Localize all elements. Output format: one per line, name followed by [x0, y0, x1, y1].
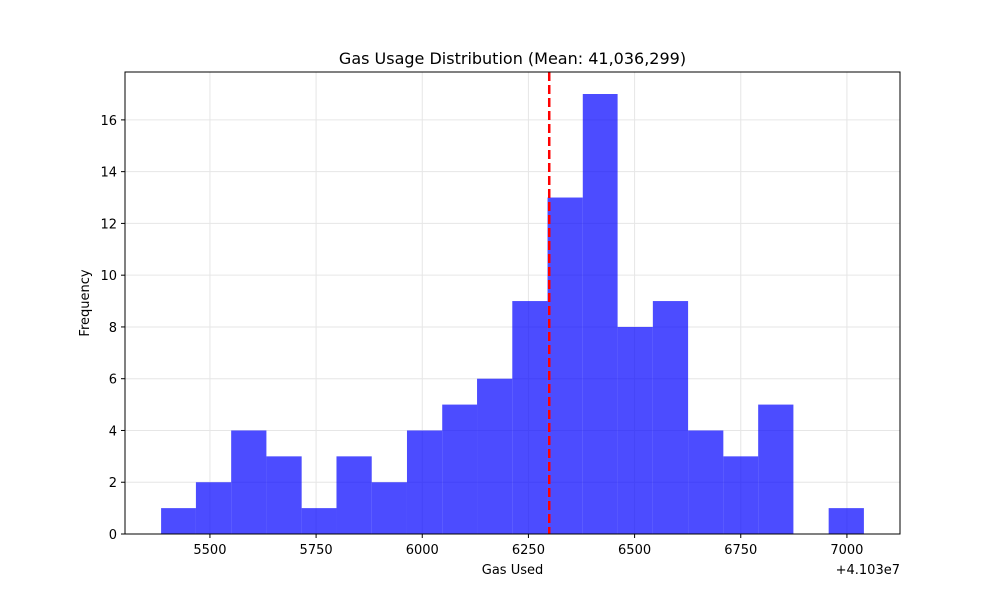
histogram-bar	[828, 508, 864, 534]
histogram-bar	[512, 301, 548, 534]
histogram-bar	[301, 508, 337, 534]
histogram-bar	[723, 456, 759, 534]
y-tick-label: 0	[109, 528, 117, 543]
x-tick-label: 5750	[300, 543, 333, 558]
y-tick-label: 4	[109, 424, 117, 439]
histogram-bar	[758, 404, 794, 534]
y-tick-label: 10	[100, 269, 117, 284]
x-axis-label: Gas Used	[482, 563, 543, 578]
y-tick-label: 16	[100, 114, 117, 129]
histogram-bar	[688, 430, 724, 534]
y-tick-label: 8	[109, 321, 117, 336]
x-tick-label: 6750	[724, 543, 757, 558]
ticks-layer: 5500 5750 6000 6250 6500 6750 7000 0 2 4 6 8 10 12 14 1…	[100, 114, 863, 558]
histogram-bar	[547, 197, 583, 534]
histogram-bar	[266, 456, 302, 534]
histogram-bar	[582, 94, 618, 534]
histogram-bar	[652, 301, 689, 534]
x-tick-label: 6000	[406, 543, 439, 558]
x-tick-label: 6500	[618, 543, 651, 558]
x-tick-label: 6250	[512, 543, 545, 558]
histogram-bar	[442, 404, 478, 534]
bars-layer	[161, 94, 864, 534]
y-tick-label: 14	[100, 166, 117, 181]
histogram-bar	[195, 482, 232, 534]
y-tick-label: 6	[109, 373, 117, 388]
x-tick-label: 5500	[193, 543, 226, 558]
histogram-bar	[371, 482, 407, 534]
histogram-bar	[231, 430, 267, 534]
histogram-bar	[477, 378, 513, 534]
plot-frame	[124, 71, 901, 535]
y-tick-label: 12	[100, 217, 117, 232]
y-tick-label: 2	[109, 476, 117, 491]
histogram-bar	[406, 430, 443, 534]
y-axis-label: Frequency	[78, 269, 93, 336]
x-tick-label: 7000	[830, 543, 863, 558]
x-axis-offset-label: +4.103e7	[836, 563, 900, 578]
histogram-bar	[336, 456, 372, 534]
histogram-bar	[161, 508, 196, 534]
chart-title: Gas Usage Distribution (Mean: 41,036,299…	[339, 49, 686, 68]
histogram-bar	[617, 326, 653, 534]
